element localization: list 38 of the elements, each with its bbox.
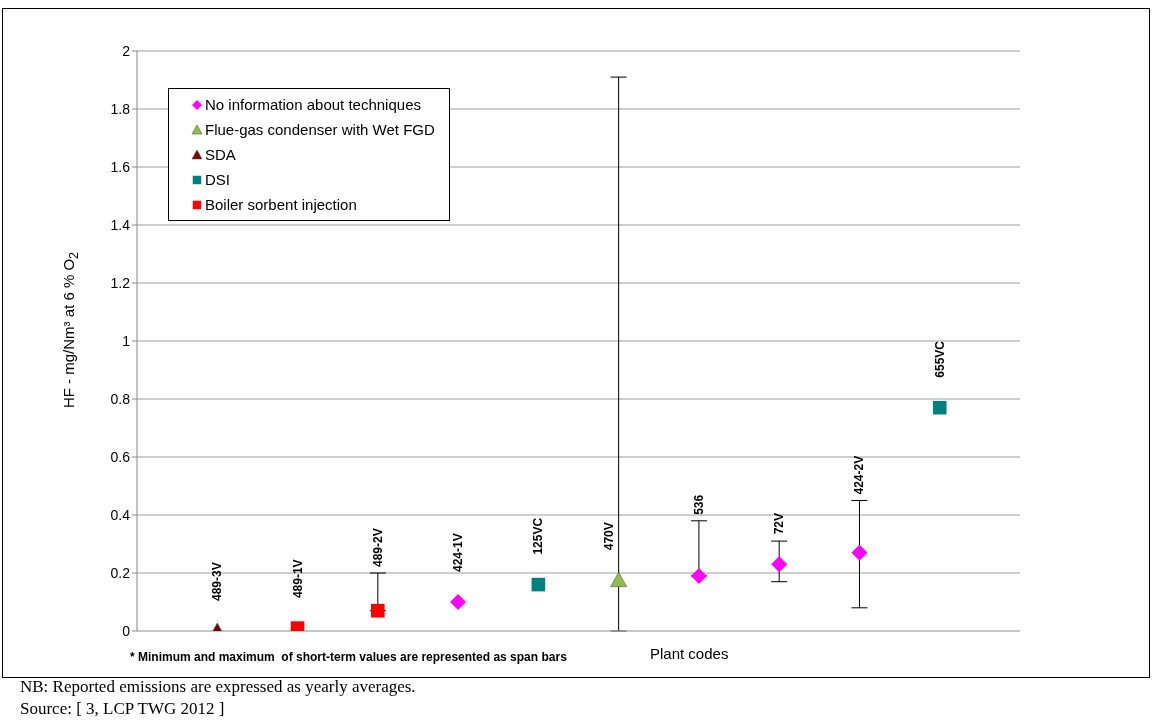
x-tick-label: 125VC [531,517,546,555]
x-tick-label: 470V [601,522,616,551]
legend-label: SDA [205,145,236,165]
legend-label: DSI [205,170,231,190]
x-tick-label: 489-1V [290,559,305,599]
legend-label: No information about techniques [205,95,421,115]
x-tick-label: 424-2V [852,455,867,495]
y-tick-label: 0.6 [110,448,131,465]
y-tick-label: 1.8 [110,100,131,117]
y-tick-label: 1 [122,332,131,349]
source-note: Source: [ 3, LCP TWG 2012 ] [20,699,225,719]
y-tick-label: 1.6 [110,158,131,175]
y-tick-label: 0.2 [110,564,131,581]
x-tick-label: 489-2V [370,528,385,567]
y-tick-label: 1.4 [110,216,131,233]
text: NB: Reported emissions are expressed as yearly averages. [20,677,416,697]
legend-label: Flue-gas condenser with Wet FGD [205,120,435,140]
y-tick-label: 0.8 [110,390,131,407]
y-tick-label: 0 [122,622,131,639]
x-axis-title: Plant codes [650,645,729,662]
y-tick-label: 1.2 [110,274,131,291]
x-tick-label: 424-1V [451,533,466,572]
point [932,400,947,415]
y-tick-label: 2 [122,42,131,59]
text: * Minimum and maximum of short-term values are represented as span bars [130,650,567,664]
point [771,556,788,573]
x-tick-label: 655VC [932,340,947,378]
point [610,571,627,587]
x-tick-label: 536 [691,494,706,515]
y-tick-label: 0.4 [110,506,131,523]
point [531,577,546,592]
x-tick-label: 72V [772,512,787,535]
point [851,544,868,561]
x-tick-label: 489-3V [210,562,225,601]
point [371,603,385,618]
point [690,567,707,584]
legend-label: Boiler sorbent injection [205,195,357,215]
point [450,594,467,610]
